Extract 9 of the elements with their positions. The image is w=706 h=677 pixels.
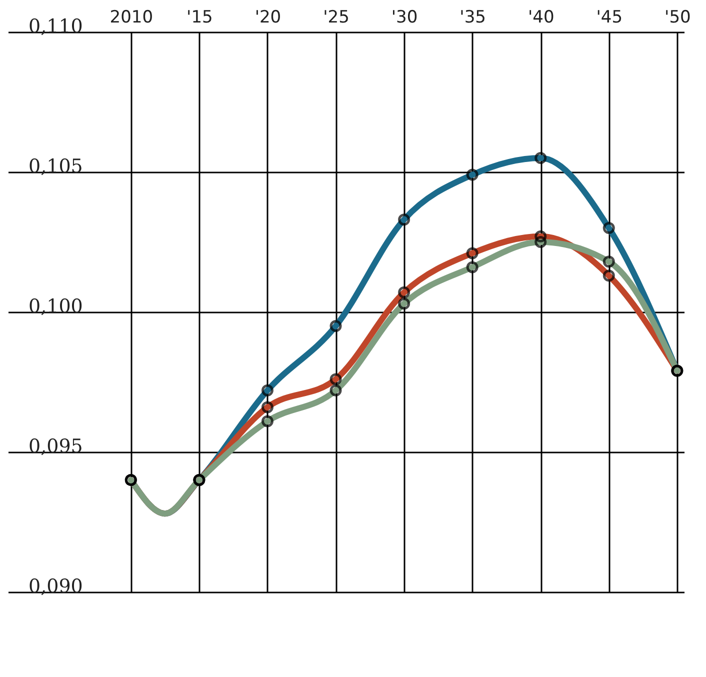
x-tick-label: 2010 bbox=[110, 8, 154, 28]
x-tick-label: '20 bbox=[254, 8, 282, 28]
x-tick-label: '25 bbox=[323, 8, 350, 28]
x-tick-label: '50 bbox=[664, 8, 691, 28]
x-tick-label: '15 bbox=[186, 8, 213, 28]
x-tick-label: '40 bbox=[528, 8, 554, 28]
x-tick-label: '30 bbox=[391, 8, 418, 28]
x-tick-label: '45 bbox=[596, 8, 623, 28]
x-tick-label: '35 bbox=[460, 8, 486, 28]
